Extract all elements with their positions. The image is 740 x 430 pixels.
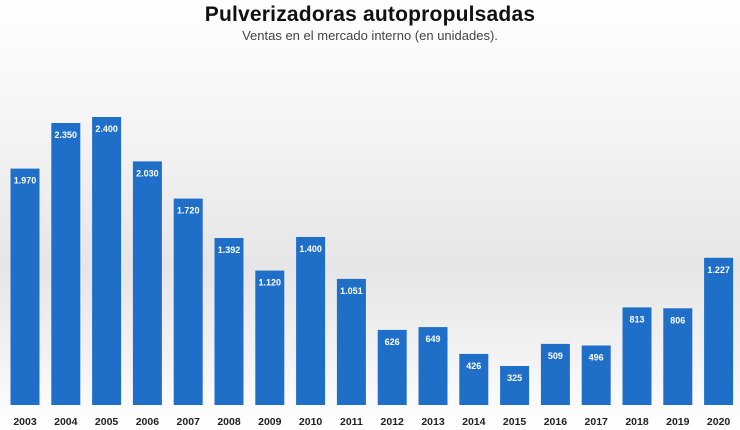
bar-2009 [255,270,285,405]
data-label-2015: 325 [507,373,522,383]
x-tick-label-2012: 2012 [381,416,405,428]
bar-2017 [581,345,611,405]
bar-2010 [296,237,326,405]
x-tick-label-2020: 2020 [707,416,731,428]
data-label-2019: 806 [670,315,685,325]
data-label-2014: 426 [466,361,481,371]
bar-2015 [500,366,530,405]
bar-2005 [92,117,122,405]
data-label-2020: 1.227 [707,265,730,275]
bar-2014 [459,353,489,405]
data-label-2010: 1.400 [299,244,322,254]
data-label-2008: 1.392 [218,245,241,255]
bar-2011 [336,278,366,405]
bar-2020 [704,257,734,405]
data-label-2005: 2.400 [95,124,118,134]
x-tick-label-2017: 2017 [585,416,609,428]
x-tick-label-2005: 2005 [95,416,119,428]
bar-2012 [377,329,407,405]
data-label-2018: 813 [629,314,644,324]
bar-2018 [622,307,652,405]
data-label-2016: 509 [548,351,563,361]
bar-2016 [540,343,570,405]
data-label-2012: 626 [385,337,400,347]
chart-subtitle: Ventas en el mercado interno (en unidade… [242,28,498,43]
x-tick-label-2015: 2015 [503,416,527,428]
data-label-2011: 1.051 [340,286,363,296]
x-tick-label-2019: 2019 [666,416,690,428]
data-label-2013: 649 [425,334,440,344]
x-tick-label-2003: 2003 [13,416,37,428]
data-label-2006: 2.030 [136,168,159,178]
bar-2007 [173,198,203,405]
data-label-2004: 2.350 [55,130,78,140]
x-tick-label-2006: 2006 [136,416,160,428]
x-tick-label-2018: 2018 [625,416,649,428]
chart-title: Pulverizadoras autopropulsadas [204,3,536,26]
x-tick-label-2013: 2013 [421,416,445,428]
data-label-2009: 1.120 [259,278,282,288]
x-tick-label-2016: 2016 [544,416,568,428]
x-tick-label-2009: 2009 [258,416,282,428]
bar-2004 [51,123,81,405]
bar-2003 [10,168,40,405]
data-label-2007: 1.720 [177,206,200,216]
data-label-2003: 1.970 [14,176,37,186]
x-tick-label-2010: 2010 [299,416,323,428]
data-label-2017: 496 [589,353,604,363]
x-tick-label-2008: 2008 [217,416,241,428]
x-tick-label-2014: 2014 [462,416,486,428]
x-tick-label-2004: 2004 [54,416,78,428]
bar-2006 [132,161,162,405]
bar-2013 [418,327,448,405]
x-tick-label-2007: 2007 [177,416,201,428]
x-tick-label-2011: 2011 [340,416,363,428]
bar-2019 [663,308,693,405]
bar-2008 [214,238,244,405]
